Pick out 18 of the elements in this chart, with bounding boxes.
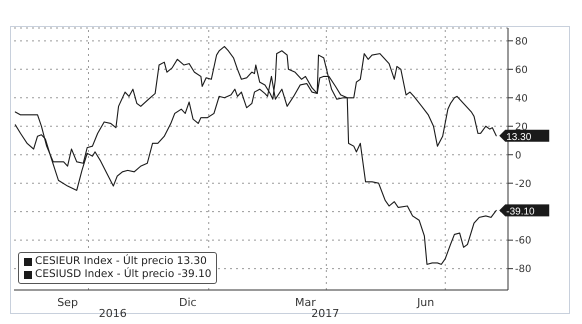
y-tick-label: 40 bbox=[515, 93, 528, 104]
x-tick-label: Jun bbox=[416, 296, 434, 309]
y-tick-label: -60 bbox=[515, 236, 532, 247]
y-tick-label: 80 bbox=[515, 36, 528, 48]
legend-label: CESIUSD Index - Últ precio -39.10 bbox=[35, 268, 212, 281]
text: 2016 bbox=[98, 307, 128, 320]
legend-label: CESIEUR Index - Últ precio 13.30 bbox=[35, 255, 207, 267]
y-tick-label: 60 bbox=[515, 64, 528, 76]
text: 2017 bbox=[310, 307, 340, 320]
x-tick-label: Dic bbox=[179, 296, 197, 309]
data-label: 13.30 bbox=[506, 132, 532, 143]
y-tick-label: -20 bbox=[515, 178, 532, 190]
data-label: -39.10 bbox=[506, 206, 536, 218]
line-series bbox=[14, 46, 497, 265]
y-tick-label: -80 bbox=[515, 264, 532, 276]
x-tick-label: Sep bbox=[57, 296, 78, 309]
x-tick-label: Mar bbox=[295, 296, 316, 309]
y-tick-label: 0 bbox=[515, 150, 522, 162]
